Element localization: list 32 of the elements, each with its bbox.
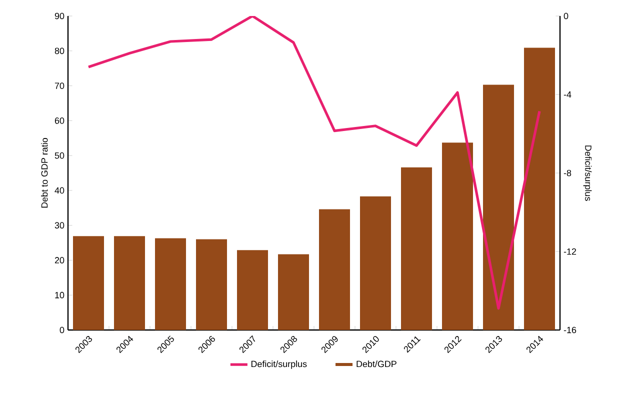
bar [401,167,432,330]
bar [155,238,186,330]
bar [524,48,556,330]
bar [278,254,310,330]
y-tick-label: 80 [54,48,64,54]
y2-tick-label: -8 [564,170,572,176]
y-tick-label: 70 [54,82,64,89]
bar [319,209,350,330]
y-tick-label: 40 [54,187,64,194]
y2-tick-label: 0 [564,12,568,20]
y-tick-label: 10 [55,292,64,298]
line-series [87,16,541,310]
y-tick-label: 50 [54,152,64,159]
bar [483,84,514,330]
bar [114,236,145,330]
y2-tick-label: -4 [564,91,572,98]
y2-tick-label: -12 [564,248,576,255]
y-tick-label: 30 [54,222,64,229]
bar [73,236,104,330]
y-tick-label: 90 [54,12,64,20]
y-tick-label: 20 [54,257,64,264]
y-tick-label: 60 [54,117,64,124]
legend-label: Deficit/surplus [251,360,307,369]
y-axis-title: Debt to GDP ratio [41,138,48,208]
legend-label: Debt/GDP [356,360,396,368]
y2-axis-title: Deficit/surplus [583,146,592,201]
y2-tick-label: -16 [564,326,576,334]
bar [442,142,474,330]
bar [360,196,392,330]
y-tick-label: 0 [60,326,64,334]
bar [237,250,268,330]
bar [196,239,228,330]
